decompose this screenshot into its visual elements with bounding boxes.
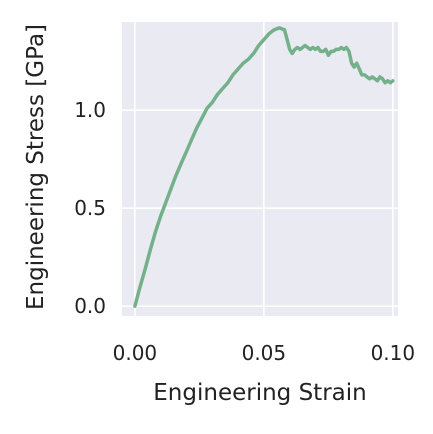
stress-strain-line xyxy=(133,26,395,308)
tick-labels: 0.00 0.05 0.10 0.0 0.5 1.0 xyxy=(74,98,415,365)
x-tick-label: 0.00 xyxy=(113,341,158,365)
y-tick-label: 0.5 xyxy=(74,196,106,220)
y-tick-label: 1.0 xyxy=(74,98,106,122)
x-tick-label: 0.10 xyxy=(371,341,416,365)
x-tick-label: 0.05 xyxy=(242,341,287,365)
plot-background xyxy=(122,22,398,316)
y-axis-label: Engineering Stress [GPa] xyxy=(23,24,49,310)
y-tick-label: 0.0 xyxy=(74,294,106,318)
grid-lines xyxy=(122,22,398,316)
x-axis-label: Engineering Strain xyxy=(153,380,366,406)
